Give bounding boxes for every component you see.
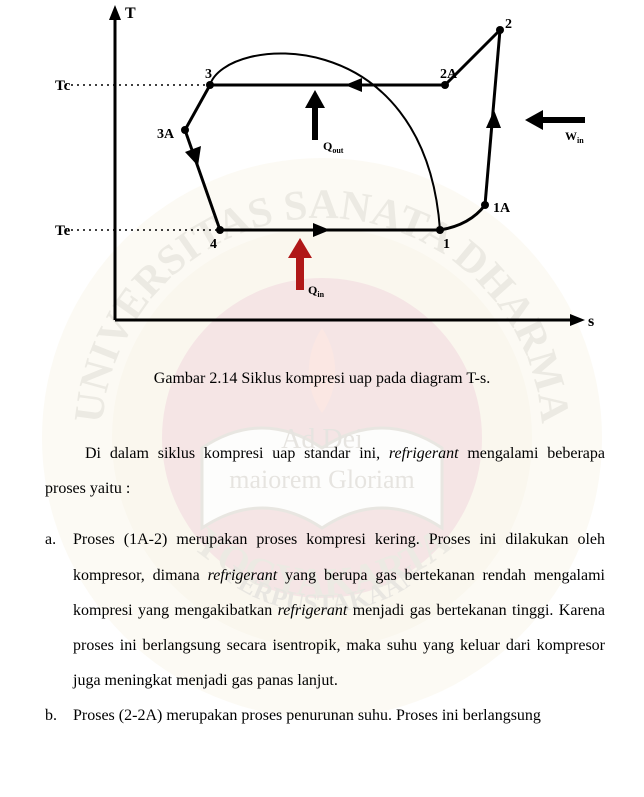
node-1-label: 1 [443, 237, 450, 252]
list-marker-a: a. [45, 522, 73, 557]
qout-label: Qout [323, 139, 344, 155]
te-label: Te [55, 223, 71, 239]
win-label: Win [565, 129, 584, 145]
axis-s-label: s [588, 313, 594, 330]
node-3-label: 3 [205, 67, 212, 82]
node-2A-label: 2A [440, 67, 458, 82]
intro-paragraph: Di dalam siklus kompresi uap standar ini… [45, 436, 605, 506]
node-4-label: 4 [210, 237, 217, 252]
ts-diagram: T s Tc Te 1 1A 2 2A 3 3A 4 Qout Qin Win [45, 0, 605, 360]
list-item-a: a.Proses (1A-2) merupakan proses kompres… [45, 522, 605, 698]
qin-label: Qin [308, 283, 325, 299]
node-1A-label: 1A [493, 201, 511, 216]
figure-caption: Gambar 2.14 Siklus kompresi uap pada dia… [0, 370, 644, 388]
axis-T-label: T [125, 5, 136, 22]
list-item-b: b.Proses (2-2A) merupakan proses penurun… [45, 698, 605, 733]
list-marker-b: b. [45, 698, 73, 733]
node-2-label: 2 [505, 17, 512, 32]
node-3A-label: 3A [157, 127, 175, 142]
tc-label: Tc [55, 78, 71, 94]
